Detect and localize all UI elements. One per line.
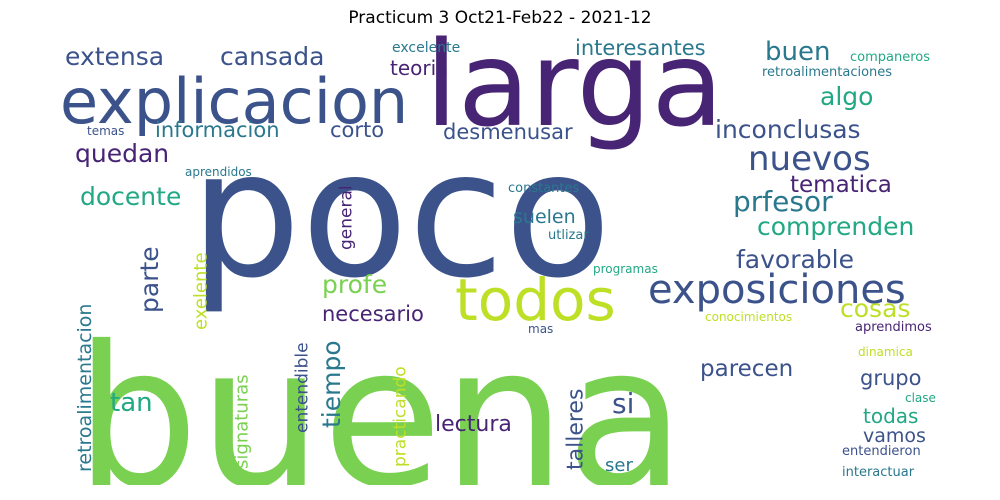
word-explicacion: explicacion [60,65,408,138]
word-mas: mas [528,322,553,336]
word-profe: profe [322,270,387,299]
word-nuevos: nuevos [748,139,871,179]
word-dinamica: dinamica [858,345,913,359]
word-interesantes: interesantes [575,36,706,60]
word-prfesor: prfesor [733,185,833,218]
word-comprenden: comprenden [757,212,914,241]
word-larga: larga [425,35,724,153]
word-interactuar: interactuar [842,465,915,480]
word-lectura: lectura [435,412,512,437]
word-docente: docente [80,182,181,211]
word-cloud: poco buena larga explicacion todos exposicion… [50,35,950,485]
word-extensa: extensa [65,42,164,71]
word-constantes: constantes [508,181,580,196]
word-buen: buen [765,37,830,67]
word-buena: buena [75,304,685,485]
word-algo: algo [820,82,873,111]
word-corto: corto [330,118,384,142]
word-teoria: teoria [390,56,448,80]
word-poco: poco [190,114,611,317]
chart-title: Practicum 3 Oct21-Feb22 - 2021-12 [348,8,652,28]
word-conocimientos: conocimientos [705,310,792,324]
word-vamos: vamos [863,425,926,447]
word-necesario: necesario [322,302,424,326]
word-tematica: tematica [790,172,892,198]
word-utlizar: utlizar [548,228,589,243]
word-tiempo: tiempo [317,340,346,428]
word-tan: tan [110,388,153,418]
word-favorable: favorable [736,245,854,274]
word-talleres: talleres [564,389,589,470]
word-quedan: quedan [75,139,169,168]
word-programas: programas [593,262,658,276]
word-parte: parte [135,246,164,313]
word-retroalimentaciones: retroalimentaciones [762,65,892,80]
word-grupo: grupo [860,366,921,390]
word-excelente: excelente [392,40,460,56]
word-entendieron: entendieron [842,444,921,459]
word-general: general [337,185,357,250]
word-si: si [612,387,634,420]
word-exelente: exelente [190,252,211,330]
word-entendible: entendible [293,342,313,433]
word-temas: temas [87,124,124,138]
word-todos: todos [455,266,616,334]
word-parecen: parecen [700,356,793,382]
word-desmenusar: desmenusar [443,120,573,144]
word-companeros: companeros [850,50,930,65]
word-asignaturas: asignaturas [231,374,252,480]
word-exposiciones: exposiciones [648,267,906,313]
word-cosas: cosas [840,294,910,323]
word-retroalimentacion: retroalimentacion [74,304,96,472]
word-ser: ser [605,455,633,476]
word-suelen: suelen [513,206,576,228]
word-todas: todas [863,404,918,428]
word-informacion: informacion [155,118,280,142]
word-clase: clase [905,391,936,405]
word-aprendidos: aprendidos [185,165,252,179]
word-aprendimos: aprendimos [855,320,932,335]
word-cansada: cansada [220,42,324,71]
word-inconclusas: inconclusas [715,115,861,144]
word-practicando: practicando [391,366,411,467]
